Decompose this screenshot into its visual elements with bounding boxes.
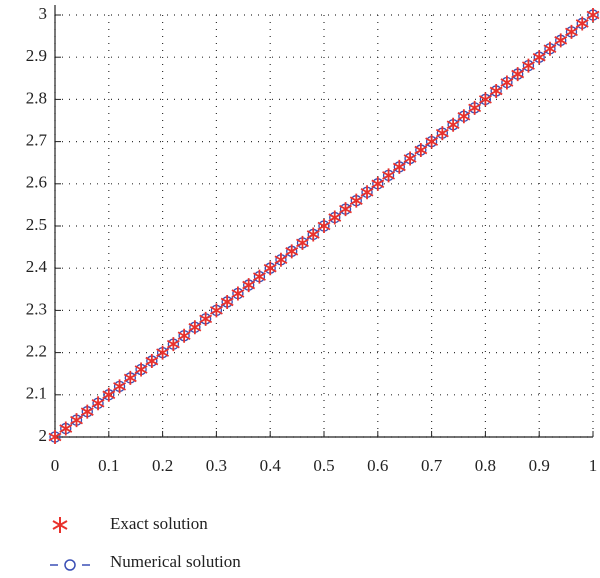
y-tick-label: 3 <box>39 4 48 23</box>
point <box>328 210 342 225</box>
point <box>532 50 546 65</box>
point <box>468 100 482 115</box>
y-tick-label: 2.5 <box>26 215 47 234</box>
point <box>145 354 159 369</box>
point <box>166 337 180 352</box>
point <box>48 430 62 444</box>
x-tick-label: 0.3 <box>206 456 227 475</box>
point <box>285 244 299 259</box>
point <box>59 421 73 436</box>
point <box>511 67 525 82</box>
y-tick-label: 2.7 <box>26 131 48 150</box>
legend-marker <box>52 517 68 533</box>
x-tick-label: 1 <box>589 456 598 475</box>
point <box>242 278 256 293</box>
point <box>209 303 223 318</box>
point <box>543 41 557 56</box>
point <box>425 134 439 149</box>
legend-marker <box>64 559 76 571</box>
point <box>199 311 213 326</box>
point <box>263 261 277 276</box>
point <box>80 404 94 419</box>
x-tick-label: 0.9 <box>529 456 550 475</box>
point <box>586 8 600 22</box>
point <box>360 185 374 200</box>
point <box>446 117 460 132</box>
point <box>478 92 492 107</box>
legend-label: Exact solution <box>110 514 208 533</box>
point <box>306 227 320 242</box>
y-tick-label: 2.3 <box>26 299 47 318</box>
y-tick-label: 2.4 <box>26 257 48 276</box>
point <box>565 24 578 39</box>
point <box>457 109 471 124</box>
x-tick-label: 0.5 <box>313 456 334 475</box>
point <box>403 151 417 166</box>
y-tick-label: 2.2 <box>26 342 47 361</box>
x-tick-label: 0.2 <box>152 456 173 475</box>
y-tick-label: 2.6 <box>26 173 47 192</box>
x-tick-label: 0.6 <box>367 456 388 475</box>
y-tick-label: 2.9 <box>26 46 47 65</box>
legend: Exact solution Numerical solution <box>50 514 241 571</box>
x-tick-label: 0.4 <box>260 456 282 475</box>
point <box>156 345 170 360</box>
x-tick-label: 0.8 <box>475 456 496 475</box>
point <box>220 294 234 309</box>
legend-label: Numerical solution <box>110 552 241 571</box>
point <box>500 75 514 90</box>
point <box>123 370 137 385</box>
point <box>521 58 535 73</box>
point <box>113 379 127 394</box>
point <box>296 235 309 250</box>
point <box>91 396 105 411</box>
x-tick-label: 0 <box>51 456 60 475</box>
point <box>554 33 568 48</box>
x-tick-label: 0.7 <box>421 456 443 475</box>
point <box>382 168 396 183</box>
point <box>252 269 266 284</box>
point <box>575 16 589 31</box>
point <box>102 387 116 402</box>
point <box>392 159 406 174</box>
point <box>177 328 191 343</box>
point <box>134 362 148 377</box>
point <box>435 126 449 141</box>
point <box>414 143 428 158</box>
point <box>70 413 83 428</box>
point <box>349 193 363 208</box>
x-tick-label: 0.1 <box>98 456 119 475</box>
y-tick-label: 2.8 <box>26 88 47 107</box>
point <box>489 83 503 98</box>
point <box>188 320 202 335</box>
point <box>231 286 245 301</box>
y-tick-label: 2.1 <box>26 384 47 403</box>
point <box>371 176 385 191</box>
point <box>317 219 331 233</box>
y-tick-label: 2 <box>39 426 48 445</box>
point <box>274 252 288 267</box>
point <box>339 202 352 217</box>
